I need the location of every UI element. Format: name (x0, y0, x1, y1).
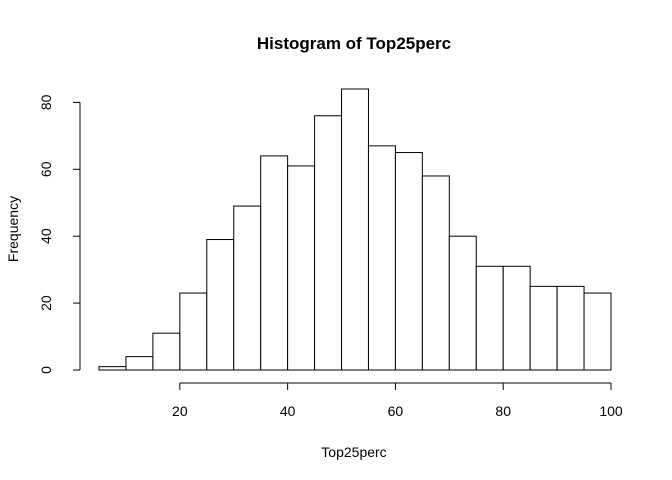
x-tick-label: 40 (280, 403, 296, 419)
x-axis-ticks: 20 40 60 80 100 (172, 383, 623, 419)
y-tick-label: 0 (38, 366, 54, 374)
x-tick-label: 60 (388, 403, 404, 419)
histogram-bar (556, 285, 585, 371)
y-tick-label: 80 (38, 94, 54, 110)
bars-group (98, 88, 612, 371)
histogram-bar (287, 165, 316, 371)
histogram-bar (98, 366, 127, 371)
histogram-bar (125, 356, 154, 371)
histogram-bar (367, 145, 396, 371)
histogram-bar (206, 239, 235, 371)
histogram-bar (341, 88, 369, 371)
histogram-bar (448, 235, 477, 371)
histogram-bar (394, 152, 423, 371)
histogram-bar (179, 292, 208, 371)
histogram-bar (233, 205, 262, 371)
y-tick-label: 60 (38, 161, 54, 177)
chart-title: Histogram of Top25perc (257, 34, 451, 53)
y-tick-label: 20 (38, 295, 54, 311)
histogram-bar (475, 265, 504, 371)
histogram-bar (529, 285, 558, 371)
y-axis-label: Frequency (5, 196, 21, 262)
histogram-bar (152, 332, 181, 371)
x-tick-label: 100 (599, 403, 623, 419)
x-tick-label: 80 (495, 403, 511, 419)
histogram-bar (260, 155, 289, 371)
y-tick-label: 40 (38, 228, 54, 244)
histogram-bar (583, 292, 612, 371)
histogram-bar (314, 115, 343, 371)
x-axis-label: Top25perc (321, 444, 386, 460)
x-tick-label: 20 (172, 403, 188, 419)
y-axis-ticks: 0 20 40 60 80 (38, 94, 80, 374)
histogram-bar (502, 265, 531, 371)
histogram-bar (421, 175, 450, 371)
